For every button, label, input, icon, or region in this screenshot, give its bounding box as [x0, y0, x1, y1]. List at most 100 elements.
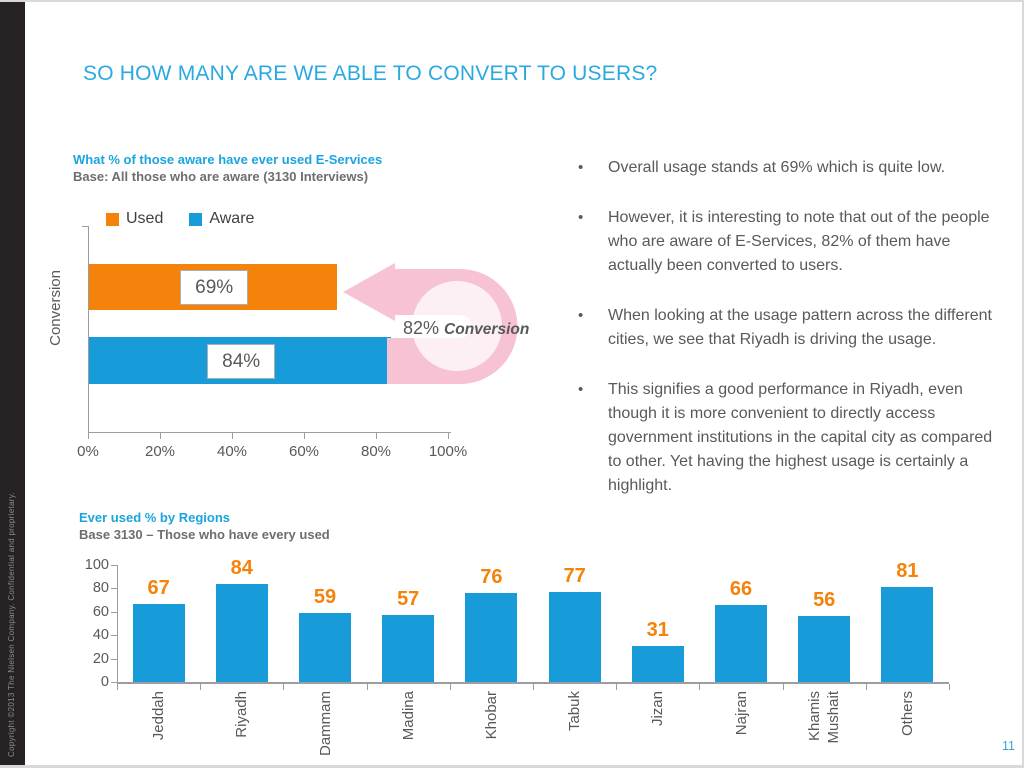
bar [715, 604, 767, 682]
bar-aware-value-label: 84% [207, 344, 276, 379]
x-axis-tick [865, 684, 867, 690]
bar [132, 603, 185, 682]
y-axis-tick [111, 611, 117, 613]
x-axis-tick [616, 684, 618, 690]
bullet-item: • However, it is interesting to note tha… [578, 206, 1002, 278]
bottom-border [0, 765, 1024, 768]
category-label: Others [898, 691, 916, 737]
category-label: Madina [399, 691, 417, 741]
bar [881, 587, 934, 682]
x-axis-tick [448, 433, 449, 439]
conversion-annotation-value: 82% [403, 318, 440, 338]
chart1-title: What % of those aware have ever used E-S… [73, 152, 383, 167]
conversion-arrow-head-icon [343, 263, 395, 321]
y-axis-tick-label: 0 [100, 674, 109, 690]
category-label: Khamis Mushait [806, 691, 843, 744]
bullet-icon: • [578, 307, 584, 324]
conversion-annotation-label: Conversion [444, 321, 530, 338]
bullet-text: This signifies a good performance in Riy… [608, 381, 993, 494]
bar [382, 615, 435, 682]
bullet-text: Overall usage stands at 69% which is qui… [608, 159, 946, 176]
category-label: Jizan [649, 691, 667, 727]
x-axis-tick [283, 684, 285, 690]
right-border [1022, 0, 1024, 768]
bar [548, 591, 601, 682]
chart2-y-axis [117, 565, 118, 682]
x-axis-tick [782, 684, 784, 690]
category-label: Riyadh [233, 691, 251, 738]
bullet-text: However, it is interesting to note that … [608, 209, 990, 274]
x-axis-tick [949, 684, 950, 690]
x-axis-tick-label: 20% [144, 443, 176, 460]
bar [215, 583, 268, 682]
y-axis-tick [111, 658, 117, 660]
y-axis-tick-label: 80 [92, 580, 109, 597]
bullet-item: • Overall usage stands at 69% which is q… [578, 156, 1002, 180]
conversion-chart: What % of those aware have ever used E-S… [47, 152, 553, 482]
category-label: Jeddah [150, 691, 168, 741]
x-axis-tick [699, 684, 701, 690]
x-axis-tick [117, 684, 118, 690]
legend-label-used: Used [126, 210, 164, 227]
bullet-icon: • [578, 159, 584, 176]
x-axis-tick [304, 433, 305, 439]
x-axis-tick-label: 80% [360, 443, 392, 460]
slide-title: SO HOW MANY ARE WE ABLE TO CONVERT TO US… [83, 62, 658, 85]
insights-panel: • Overall usage stands at 69% which is q… [578, 156, 1002, 524]
left-sidebar-strip [0, 0, 25, 768]
x-axis-tick-label: 0% [77, 443, 99, 460]
conversion-arrow-highlight [412, 281, 502, 371]
category-label: Tabuk [566, 691, 584, 732]
y-axis-tick [111, 588, 117, 590]
bar-value-label: 66 [729, 577, 753, 600]
chart1-y-axis-cap [82, 226, 89, 227]
bar [798, 616, 851, 682]
chart2-x-axis [117, 682, 949, 684]
x-axis-tick-label: 40% [216, 443, 248, 460]
chart1-legend: Used Aware [106, 210, 254, 228]
conversion-annotation: 82% Conversion [403, 318, 529, 339]
y-axis-tick-label: 60 [92, 603, 109, 620]
bullet-icon: • [578, 381, 584, 398]
bar-value-label: 56 [813, 589, 836, 612]
category-label: Najran [732, 691, 750, 736]
x-axis-tick [376, 433, 377, 439]
x-axis-tick [88, 433, 89, 439]
bar-value-label: 67 [147, 576, 170, 599]
x-axis-tick [366, 684, 368, 690]
x-axis-tick-label: 100% [428, 443, 468, 460]
bar-value-label: 57 [397, 588, 420, 611]
bar-value-label: 31 [646, 618, 669, 641]
legend-swatch-aware-icon [189, 212, 203, 226]
regions-chart: Ever used % by Regions Base 3130 – Those… [79, 510, 969, 766]
bullet-item: • When looking at the usage pattern acro… [578, 304, 1002, 352]
y-axis-tick-label: 100 [84, 557, 109, 573]
bar-value-label: 81 [896, 560, 919, 583]
bar-value-label: 77 [563, 564, 586, 587]
copyright-text: Copyright ©2013 The Nielsen Company. Con… [7, 492, 16, 757]
category-label: Khobar [482, 691, 500, 740]
chart2-subtitle: Base 3130 – Those who have every used [79, 527, 330, 542]
bar-used-value-label: 69% [180, 270, 249, 305]
legend-item-used: Used [106, 210, 163, 228]
y-axis-tick-label: 40 [92, 627, 109, 644]
chart1-y-axis [88, 226, 89, 433]
bar-value-label: 59 [313, 585, 337, 608]
x-axis-tick [232, 433, 233, 439]
y-axis-tick [111, 635, 117, 637]
bullet-text: When looking at the usage pattern across… [608, 307, 992, 348]
x-axis-tick-label: 60% [288, 443, 320, 460]
y-axis-tick [111, 565, 117, 566]
y-axis-tick [111, 682, 117, 683]
chart1-subtitle: Base: All those who are aware (3130 Inte… [73, 169, 369, 184]
bar [465, 593, 518, 682]
bar [299, 612, 351, 682]
bullet-item: • This signifies a good performance in R… [578, 378, 1002, 498]
chart1-x-axis [88, 432, 451, 433]
conversion-arrow [343, 263, 518, 384]
bar [631, 645, 684, 682]
chart2-title: Ever used % by Regions [79, 510, 230, 525]
bar-value-label: 84 [230, 556, 253, 579]
legend-label-aware: Aware [209, 210, 255, 227]
